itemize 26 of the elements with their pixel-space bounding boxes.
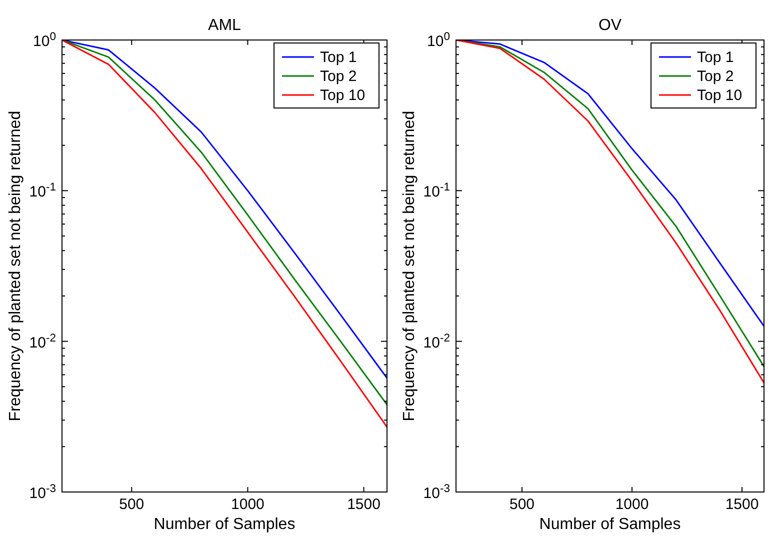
x-tick-label: 1000	[615, 496, 649, 513]
legend-label: Top 10	[697, 87, 742, 104]
x-tick-label: 500	[509, 496, 535, 513]
x-axis-title: Number of Samples	[539, 516, 681, 533]
y-tick-label: 10$^{-2}$	[423, 332, 450, 352]
x-tick-label: 1500	[725, 496, 759, 513]
y-tick-label: 10$^{-2}$	[29, 332, 56, 352]
x-tick-label: 1500	[347, 496, 380, 513]
y-tick-label: 10$^{-3}$	[423, 483, 450, 502]
legend-label: Top 10	[320, 87, 366, 104]
chart-title: OV	[598, 17, 622, 34]
x-tick-label: 500	[119, 496, 144, 513]
y-tick-label: 10$^{0}$	[427, 31, 450, 50]
y-tick-label: 10$^{0}$	[33, 31, 56, 50]
y-tick-label: 10$^{-1}$	[29, 182, 56, 201]
y-tick-label: 10$^{-3}$	[29, 483, 56, 502]
legend-label: Top 2	[320, 68, 357, 85]
legend-label: Top 1	[697, 49, 734, 66]
y-axis-title: Frequency of planted set not being returned	[401, 110, 418, 422]
y-tick-label: 10$^{-1}$	[423, 182, 450, 201]
x-tick-label: 1000	[231, 496, 264, 513]
legend-label: Top 2	[697, 68, 734, 85]
legend-label: Top 1	[320, 49, 357, 66]
chart-title: AML	[208, 17, 242, 34]
x-axis-title: Number of Samples	[154, 516, 296, 533]
y-axis-title: Frequency of planted set not being returned	[7, 110, 24, 422]
